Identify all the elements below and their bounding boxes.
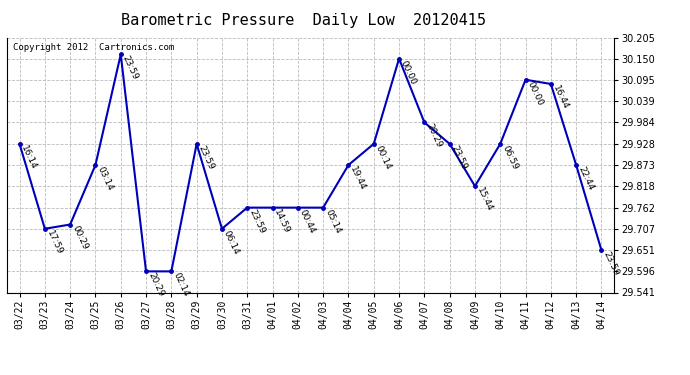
Text: 15:44: 15:44 [475,186,494,213]
Text: 00:44: 00:44 [298,208,317,235]
Text: 17:59: 17:59 [45,229,64,256]
Text: 23:59: 23:59 [602,250,620,278]
Text: 02:14: 02:14 [171,272,190,298]
Text: 22:44: 22:44 [576,165,595,192]
Text: 06:59: 06:59 [500,144,520,171]
Text: 20:29: 20:29 [424,122,444,149]
Text: 16:44: 16:44 [551,84,570,111]
Text: 14:59: 14:59 [273,208,292,235]
Text: Barometric Pressure  Daily Low  20120415: Barometric Pressure Daily Low 20120415 [121,13,486,28]
Text: 23:59: 23:59 [450,144,469,171]
Text: 20:29: 20:29 [146,272,165,298]
Text: 00:29: 00:29 [70,225,89,252]
Text: 23:59: 23:59 [247,208,266,235]
Text: 23:59: 23:59 [197,144,216,171]
Text: Copyright 2012  Cartronics.com: Copyright 2012 Cartronics.com [13,43,174,52]
Text: 00:14: 00:14 [374,144,393,171]
Text: 05:14: 05:14 [323,208,342,235]
Text: 19:44: 19:44 [348,165,368,192]
Text: 23:59: 23:59 [121,54,140,81]
Text: 00:00: 00:00 [399,58,418,86]
Text: 00:00: 00:00 [526,80,544,107]
Text: 06:14: 06:14 [222,229,241,256]
Text: 16:14: 16:14 [19,144,39,171]
Text: 03:14: 03:14 [95,165,115,192]
